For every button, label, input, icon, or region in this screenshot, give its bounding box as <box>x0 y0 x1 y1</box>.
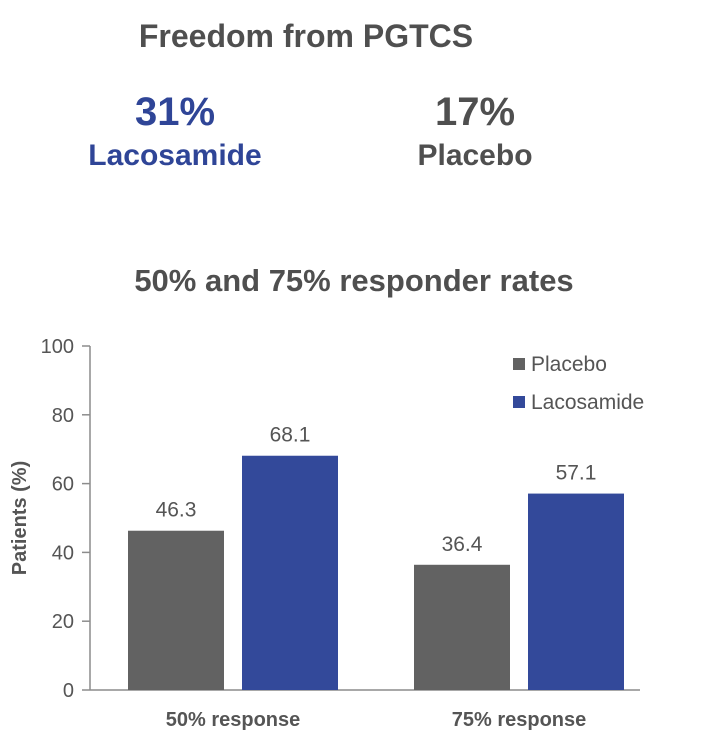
x-category-label: 75% response <box>452 709 587 731</box>
legend-swatch <box>513 396 525 408</box>
data-label: 57.1 <box>556 462 597 485</box>
data-label: 68.1 <box>270 424 311 447</box>
bar-lacosamide-2 <box>528 493 624 690</box>
data-label: 36.4 <box>442 533 483 556</box>
y-tick-label: 60 <box>52 474 74 496</box>
responder-bar-chart: 0 20 40 60 80 100 Patients (%) 46.3 68.1 50% resp… <box>9 336 644 731</box>
y-tick-label: 100 <box>41 336 74 358</box>
y-tick-label: 0 <box>63 680 74 702</box>
y-tick-label: 20 <box>52 611 74 633</box>
legend-label: Placebo <box>531 353 607 376</box>
y-tick-label: 40 <box>52 542 74 564</box>
stat-lacosamide: 31% Lacosamide <box>60 88 290 176</box>
stat-placebo-label: Placebo <box>417 139 533 172</box>
stat-placebo: 17% Placebo <box>360 88 590 176</box>
chart-title: 50% and 75% responder rates <box>134 263 574 298</box>
data-label: 46.3 <box>156 499 197 522</box>
headline-title: Freedom from PGTCS <box>138 18 474 54</box>
bar-placebo-1 <box>128 530 224 690</box>
legend-swatch <box>513 358 525 370</box>
stat-lacosamide-value: 31% <box>134 90 216 134</box>
y-axis-label: Patients (%) <box>9 461 31 575</box>
y-tick-label: 80 <box>52 405 74 427</box>
x-category-label: 50% response <box>166 709 301 731</box>
stat-lacosamide-label: Lacosamide <box>88 139 262 172</box>
bar-lacosamide-1 <box>242 455 338 690</box>
legend-label: Lacosamide <box>531 391 644 414</box>
stat-placebo-value: 17% <box>434 90 516 134</box>
bar-placebo-2 <box>414 564 510 690</box>
